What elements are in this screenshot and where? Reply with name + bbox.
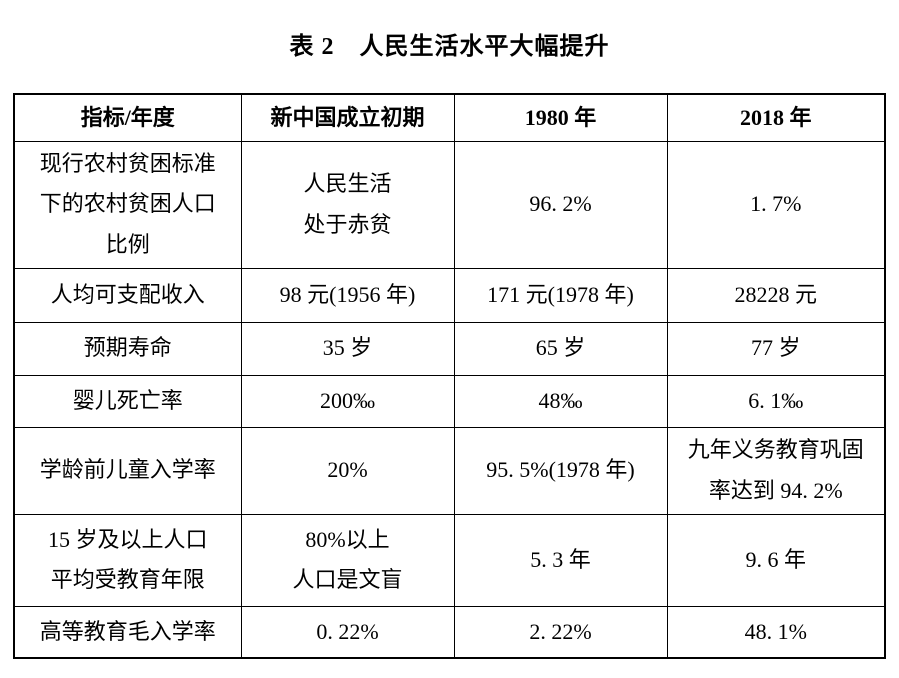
table-cell: 20% [240, 426, 455, 515]
table-cell: 2. 22% [453, 605, 668, 659]
table-cell: 28228 元 [666, 267, 886, 323]
living-standards-table: 指标/年度 新中国成立初期 1980 年 2018 年 现行农村贫困标准 下的农… [13, 93, 886, 659]
table-cell: 学龄前儿童入学率 [13, 426, 242, 515]
header-1980: 1980 年 [453, 93, 668, 142]
table-cell: 9. 6 年 [666, 513, 886, 607]
table-cell: 15 岁及以上人口 平均受教育年限 [13, 513, 242, 607]
table-cell: 现行农村贫困标准 下的农村贫困人口 比例 [13, 140, 242, 269]
table-row: 婴儿死亡率 200‰ 48‰ 6. 1‰ [13, 374, 886, 428]
table-row: 15 岁及以上人口 平均受教育年限 80%以上 人口是文盲 5. 3 年 9. … [13, 513, 886, 607]
table-cell: 九年义务教育巩固 率达到 94. 2% [666, 426, 886, 515]
table-cell: 人民生活 处于赤贫 [240, 140, 455, 269]
table-cell: 98 元(1956 年) [240, 267, 455, 323]
table-row: 学龄前儿童入学率 20% 95. 5%(1978 年) 九年义务教育巩固 率达到… [13, 426, 886, 515]
table-cell: 65 岁 [453, 321, 668, 376]
table-cell: 1. 7% [666, 140, 886, 269]
table-cell: 人均可支配收入 [13, 267, 242, 323]
table-row: 高等教育毛入学率 0. 22% 2. 22% 48. 1% [13, 605, 886, 659]
header-indicator-year: 指标/年度 [13, 93, 242, 142]
table-row: 预期寿命 35 岁 65 岁 77 岁 [13, 321, 886, 376]
table-cell: 48‰ [453, 374, 668, 428]
table-cell: 95. 5%(1978 年) [453, 426, 668, 515]
table-row: 现行农村贫困标准 下的农村贫困人口 比例 人民生活 处于赤贫 96. 2% 1.… [13, 140, 886, 269]
table-cell: 48. 1% [666, 605, 886, 659]
table-cell: 77 岁 [666, 321, 886, 376]
header-early-prc: 新中国成立初期 [240, 93, 455, 142]
table-cell: 预期寿命 [13, 321, 242, 376]
table-cell: 高等教育毛入学率 [13, 605, 242, 659]
table-cell: 200‰ [240, 374, 455, 428]
table-cell: 80%以上 人口是文盲 [240, 513, 455, 607]
table-header-row: 指标/年度 新中国成立初期 1980 年 2018 年 [13, 93, 886, 142]
table-cell: 婴儿死亡率 [13, 374, 242, 428]
table-row: 人均可支配收入 98 元(1956 年) 171 元(1978 年) 28228… [13, 267, 886, 323]
header-2018: 2018 年 [666, 93, 886, 142]
table-container: 指标/年度 新中国成立初期 1980 年 2018 年 现行农村贫困标准 下的农… [13, 93, 886, 659]
table-cell: 5. 3 年 [453, 513, 668, 607]
table-cell: 0. 22% [240, 605, 455, 659]
table-cell: 6. 1‰ [666, 374, 886, 428]
table-cell: 35 岁 [240, 321, 455, 376]
table-cell: 171 元(1978 年) [453, 267, 668, 323]
table-cell: 96. 2% [453, 140, 668, 269]
table-caption: 表 2 人民生活水平大幅提升 [289, 34, 610, 60]
